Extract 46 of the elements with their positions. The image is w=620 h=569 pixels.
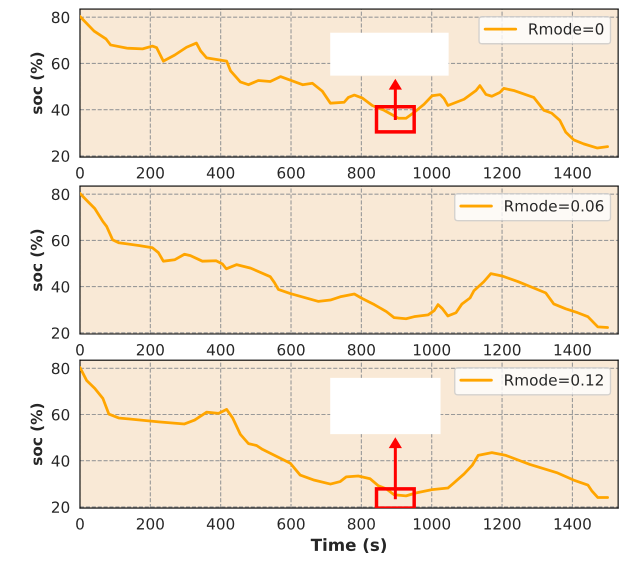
x-tick-label: 0 — [76, 344, 84, 356]
line-series — [80, 192, 609, 329]
x-tick-label: 200 — [136, 167, 164, 179]
x-tick-label: 0 — [76, 518, 84, 530]
y-tick-label: 40 — [52, 281, 70, 293]
x-tick-label: 400 — [206, 344, 234, 356]
y-axis-title: soc (%) — [30, 404, 44, 465]
x-tick-label: 800 — [348, 167, 375, 179]
y-tick-label: 20 — [52, 150, 70, 162]
x-tick-label: 800 — [348, 344, 375, 356]
line-series — [80, 366, 609, 499]
x-tick-label: 600 — [278, 344, 305, 356]
y-tick-label: 20 — [52, 501, 70, 513]
x-tick-label: 1400 — [554, 518, 591, 530]
y-axis-title: soc (%) — [30, 230, 44, 291]
x-tick-label: 1400 — [554, 344, 591, 356]
x-tick-label: 1200 — [484, 167, 520, 179]
x-tick-label: 1000 — [414, 518, 450, 530]
line-series — [80, 15, 609, 150]
x-tick-label: 600 — [278, 518, 305, 530]
y-tick-label: 80 — [52, 362, 70, 374]
x-tick-label: 200 — [136, 518, 164, 530]
x-tick-label: 800 — [348, 518, 375, 530]
x-tick-label: 600 — [278, 167, 305, 179]
y-tick-label: 80 — [52, 188, 70, 200]
x-tick-label: 1400 — [554, 167, 591, 179]
x-tick-label: 400 — [206, 518, 234, 530]
x-tick-label: 200 — [136, 344, 164, 356]
y-tick-label: 40 — [52, 455, 70, 467]
x-tick-label: 400 — [206, 167, 234, 179]
legend-label: Rmode=0.06 — [505, 200, 604, 212]
x-axis-title: Time (s) — [310, 538, 386, 554]
x-tick-label: 0 — [76, 167, 84, 179]
y-axis-title: soc (%) — [30, 52, 44, 114]
y-tick-label: 60 — [52, 408, 70, 421]
y-tick-label: 60 — [52, 234, 70, 246]
x-tick-label: 1000 — [414, 344, 450, 356]
y-tick-label: 20 — [52, 327, 70, 339]
y-tick-label: 60 — [52, 58, 70, 70]
y-tick-label: 80 — [52, 12, 70, 24]
x-tick-label: 1200 — [484, 518, 520, 530]
x-tick-label: 1000 — [414, 167, 450, 179]
y-tick-label: 40 — [52, 104, 70, 116]
x-tick-label: 1200 — [484, 344, 520, 356]
legend-label: Rmode=0 — [529, 22, 604, 35]
legend-label: Rmode=0.12 — [505, 374, 603, 386]
